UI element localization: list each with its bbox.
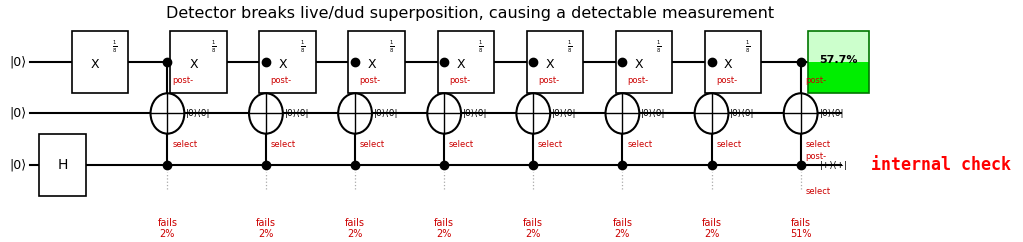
Ellipse shape [339, 93, 372, 134]
Ellipse shape [249, 93, 282, 134]
Text: post-: post- [805, 151, 827, 160]
Text: $\mathregular{\frac{1}{8}}$: $\mathregular{\frac{1}{8}}$ [657, 39, 662, 55]
Text: post-: post- [271, 76, 292, 85]
Text: $\mathregular{\frac{1}{8}}$: $\mathregular{\frac{1}{8}}$ [300, 39, 305, 55]
Text: X: X [91, 58, 99, 71]
Text: internal check: internal check [871, 156, 1011, 174]
FancyBboxPatch shape [705, 30, 761, 93]
Text: post-: post- [449, 76, 470, 85]
FancyBboxPatch shape [170, 30, 226, 93]
Text: X: X [546, 58, 554, 71]
Text: |0⟩: |0⟩ [9, 55, 26, 68]
Ellipse shape [517, 93, 550, 134]
Text: fails
2%: fails 2% [524, 218, 543, 239]
Text: X: X [724, 58, 732, 71]
Text: post-: post- [360, 76, 381, 85]
FancyBboxPatch shape [438, 30, 494, 93]
Text: fails
2%: fails 2% [256, 218, 276, 239]
Text: fails
2%: fails 2% [158, 218, 177, 239]
Text: $\mathregular{\frac{1}{8}}$: $\mathregular{\frac{1}{8}}$ [113, 39, 118, 55]
FancyBboxPatch shape [808, 62, 870, 93]
Text: |0⟩⟨0|: |0⟩⟨0| [552, 109, 577, 118]
FancyBboxPatch shape [527, 30, 583, 93]
Text: |0⟩⟨0|: |0⟩⟨0| [641, 109, 666, 118]
Ellipse shape [606, 93, 639, 134]
Text: |0⟩⟨0|: |0⟩⟨0| [819, 109, 844, 118]
Text: |0⟩⟨0|: |0⟩⟨0| [373, 109, 398, 118]
Text: |0⟩⟨0|: |0⟩⟨0| [463, 109, 487, 118]
Text: fails
2%: fails 2% [702, 218, 721, 239]
Ellipse shape [428, 93, 461, 134]
Text: post-: post- [627, 76, 649, 85]
Text: post-: post- [538, 76, 560, 85]
Text: fails
2%: fails 2% [434, 218, 454, 239]
Text: select: select [360, 140, 385, 149]
Text: |0⟩: |0⟩ [9, 159, 26, 172]
Text: select: select [172, 140, 197, 149]
Ellipse shape [695, 93, 728, 134]
Text: select: select [805, 140, 831, 149]
FancyBboxPatch shape [808, 30, 870, 62]
Text: X: X [367, 58, 376, 71]
Text: |0⟩: |0⟩ [9, 107, 26, 120]
Text: |0⟩⟨0|: |0⟩⟨0| [186, 109, 211, 118]
Text: X: X [635, 58, 643, 71]
Text: select: select [271, 140, 296, 149]
Text: Detector breaks live/dud superposition, causing a detectable measurement: Detector breaks live/dud superposition, … [167, 6, 774, 21]
Text: post-: post- [805, 76, 827, 85]
FancyBboxPatch shape [72, 30, 128, 93]
Text: H: H [57, 158, 68, 172]
Text: fails
51%: fails 51% [790, 218, 811, 239]
Text: fails
2%: fails 2% [345, 218, 365, 239]
Ellipse shape [784, 93, 817, 134]
Text: post-: post- [716, 76, 738, 85]
Text: select: select [449, 140, 474, 149]
Text: post-: post- [172, 76, 193, 85]
FancyBboxPatch shape [349, 30, 405, 93]
FancyBboxPatch shape [260, 30, 316, 93]
Text: |0⟩⟨0|: |0⟩⟨0| [730, 109, 755, 118]
Text: |0⟩⟨0|: |0⟩⟨0| [284, 109, 309, 118]
Text: select: select [627, 140, 653, 149]
Text: X: X [456, 58, 465, 71]
Text: select: select [538, 140, 563, 149]
Text: $\mathregular{\frac{1}{8}}$: $\mathregular{\frac{1}{8}}$ [211, 39, 216, 55]
Text: $\mathregular{\frac{1}{8}}$: $\mathregular{\frac{1}{8}}$ [389, 39, 394, 55]
Text: $\mathregular{\frac{1}{8}}$: $\mathregular{\frac{1}{8}}$ [478, 39, 484, 55]
Text: $\mathregular{\frac{1}{8}}$: $\mathregular{\frac{1}{8}}$ [567, 39, 573, 55]
Text: $\mathregular{\frac{1}{8}}$: $\mathregular{\frac{1}{8}}$ [746, 39, 751, 55]
Text: X: X [189, 58, 198, 71]
Text: X: X [278, 58, 287, 71]
Text: fails
2%: fails 2% [613, 218, 632, 239]
Ellipse shape [150, 93, 184, 134]
Text: select: select [805, 187, 831, 197]
Text: select: select [716, 140, 742, 149]
Text: |+⟩⟨+|: |+⟩⟨+| [819, 160, 847, 169]
FancyBboxPatch shape [39, 134, 86, 197]
FancyBboxPatch shape [616, 30, 672, 93]
Text: 57.7%: 57.7% [819, 55, 858, 65]
